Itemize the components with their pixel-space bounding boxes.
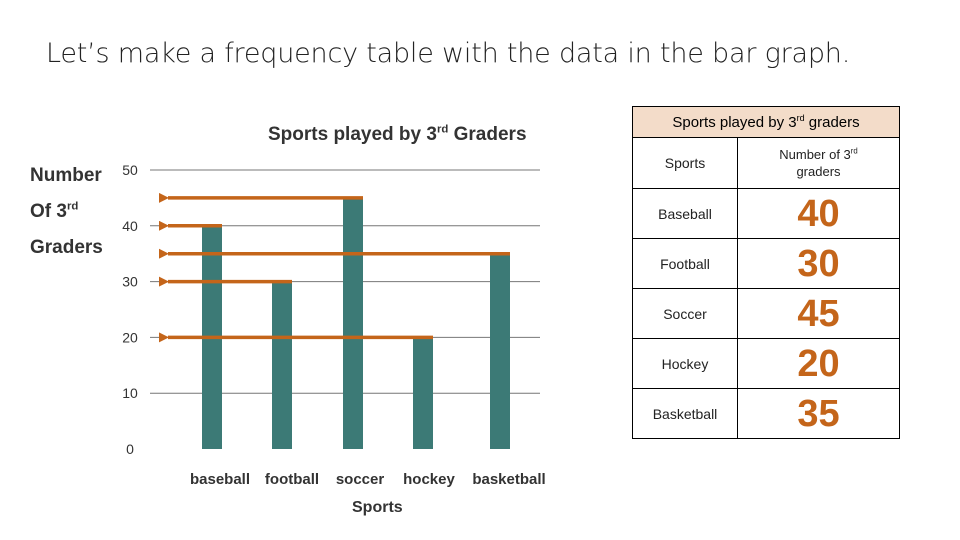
bar-soccer [343, 197, 363, 449]
count-cell: 40 [737, 188, 900, 239]
y-tick-label: 40 [122, 218, 138, 234]
bar-hockey [413, 337, 433, 449]
x-axis-label: Sports [352, 499, 403, 516]
count-cell: 45 [737, 288, 900, 339]
table-row: Baseball 40 [632, 188, 900, 239]
count-cell: 20 [737, 338, 900, 389]
x-tick-label: hockey [403, 471, 455, 488]
sport-cell: Hockey [632, 338, 738, 389]
y-tick-label: 0 [126, 441, 134, 457]
table-row: Basketball 35 [632, 388, 900, 439]
sport-cell: Soccer [632, 288, 738, 339]
count-cell: 30 [737, 238, 900, 289]
slide-title: Let’s make a frequency table with the da… [46, 38, 851, 69]
bar-football [272, 281, 292, 449]
table-row: Football 30 [632, 238, 900, 289]
table-row: Soccer 45 [632, 288, 900, 339]
y-tick-label: 30 [122, 274, 138, 290]
x-tick-label: baseball [190, 471, 250, 488]
frequency-table: Sports played by 3rd graders Sports Numb… [632, 106, 900, 439]
table-row: Hockey 20 [632, 338, 900, 389]
y-axis-label: Number Of 3rd Graders [30, 165, 103, 258]
bar-basketball [490, 253, 510, 449]
x-tick-label: basketball [472, 471, 545, 488]
sport-cell: Baseball [632, 188, 738, 239]
count-cell: 35 [737, 388, 900, 439]
chart-title: Sports played by 3rd Graders [268, 123, 527, 145]
y-tick-label: 10 [122, 385, 138, 401]
y-tick-label: 20 [122, 329, 138, 345]
table-caption: Sports played by 3rd graders [632, 106, 900, 138]
sport-cell: Basketball [632, 388, 738, 439]
x-tick-label: football [265, 471, 319, 488]
y-tick-label: 50 [122, 162, 138, 178]
sport-cell: Football [632, 238, 738, 289]
x-tick-label: soccer [336, 471, 385, 488]
column-header-count: Number of 3rd graders [737, 137, 900, 189]
column-header-sports: Sports [632, 137, 738, 189]
